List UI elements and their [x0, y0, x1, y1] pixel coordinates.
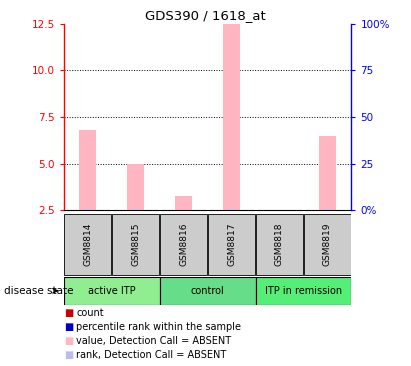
- Text: ■: ■: [64, 350, 73, 360]
- Text: ■: ■: [64, 336, 73, 346]
- Text: GSM8818: GSM8818: [275, 223, 284, 266]
- Text: rank, Detection Call = ABSENT: rank, Detection Call = ABSENT: [76, 350, 226, 360]
- Bar: [271, 210, 288, 214]
- Text: ■: ■: [64, 308, 73, 318]
- Bar: [208, 214, 255, 275]
- Bar: [304, 214, 351, 275]
- Bar: [276, 210, 283, 212]
- Bar: [127, 164, 144, 210]
- Bar: [159, 277, 256, 305]
- Text: count: count: [76, 308, 104, 318]
- Text: GSM8815: GSM8815: [131, 223, 140, 266]
- Text: GDS390 / 1618_at: GDS390 / 1618_at: [145, 9, 266, 22]
- Bar: [112, 214, 159, 275]
- Text: GSM8819: GSM8819: [323, 223, 332, 266]
- Text: percentile rank within the sample: percentile rank within the sample: [76, 322, 241, 332]
- Bar: [160, 214, 207, 275]
- Bar: [79, 130, 96, 210]
- Text: ITP in remission: ITP in remission: [265, 286, 342, 296]
- Bar: [256, 277, 351, 305]
- Text: GSM8816: GSM8816: [179, 223, 188, 266]
- Bar: [132, 209, 139, 210]
- Bar: [64, 214, 111, 275]
- Text: GSM8817: GSM8817: [227, 223, 236, 266]
- Bar: [223, 24, 240, 210]
- Bar: [323, 209, 331, 210]
- Text: value, Detection Call = ABSENT: value, Detection Call = ABSENT: [76, 336, 231, 346]
- Text: control: control: [191, 286, 224, 296]
- Text: active ITP: active ITP: [88, 286, 136, 296]
- Bar: [64, 277, 159, 305]
- Bar: [84, 209, 92, 210]
- Text: ■: ■: [64, 322, 73, 332]
- Bar: [175, 195, 192, 210]
- Text: disease state: disease state: [4, 286, 74, 296]
- Bar: [256, 214, 303, 275]
- Bar: [319, 136, 336, 210]
- Text: GSM8814: GSM8814: [83, 223, 92, 266]
- Bar: [228, 209, 236, 210]
